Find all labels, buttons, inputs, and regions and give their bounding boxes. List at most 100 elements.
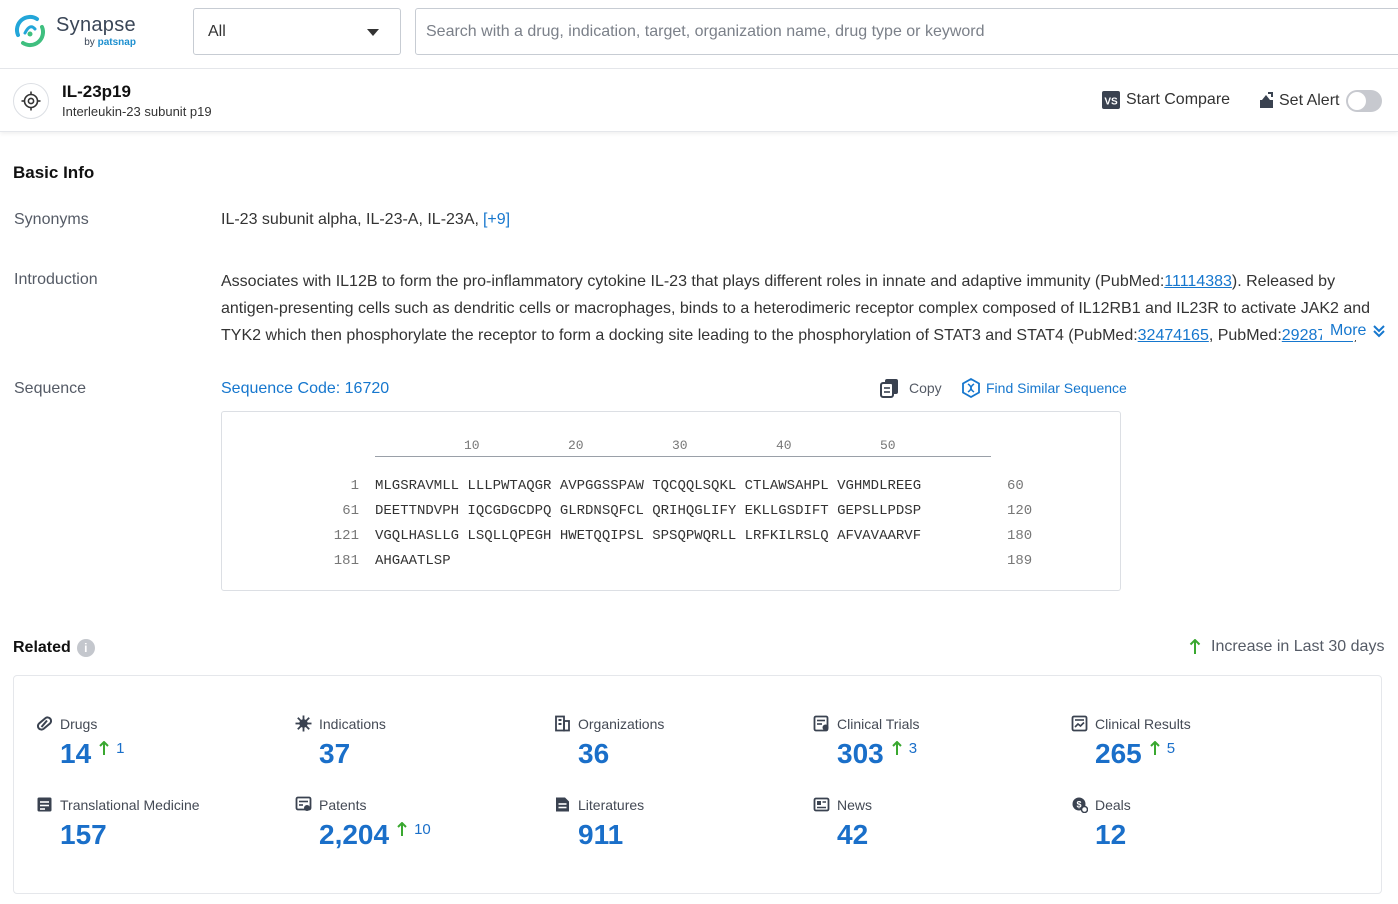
ruler-tick: 40 [776,438,792,453]
synapse-logo-icon [12,13,48,49]
info-icon[interactable]: i [77,639,95,657]
entity-subtitle: Interleukin-23 subunit p19 [62,104,212,119]
double-chevron-down-icon [1371,323,1387,339]
stat-value: 14 [60,738,91,770]
set-alert-control: Set Alert [1254,90,1382,112]
stat-increase-value: 1 [116,740,124,757]
arrow-up-icon [99,741,109,756]
set-alert-toggle[interactable] [1346,90,1382,112]
newspaper-icon [813,796,830,813]
virus-icon [295,715,312,732]
intro-text-3: , PubMed: [1209,327,1282,344]
sequence-row-start: 121 [334,528,359,544]
sequence-row-residues: AHGAATLSP [375,553,451,569]
introduction-label: Introduction [14,271,98,289]
stat-organizations[interactable]: Organizations 36 [554,715,664,770]
stat-label: Literatures [578,797,644,813]
report-icon [36,796,53,813]
sequence-row-residues: MLGSRAVMLL LLLPWTAQGR AVPGGSSPAW TQCQQLS… [375,478,921,494]
copy-icon [880,378,900,398]
synonyms-list: IL-23 subunit alpha, IL-23-A, IL-23A, [221,211,479,228]
stat-value: 911 [578,819,623,851]
brand-byline: by patsnap [56,37,136,48]
stat-value: 2,204 [319,819,389,851]
stat-label: Clinical Trials [837,716,919,732]
start-compare-button[interactable]: VS Start Compare [1101,90,1230,110]
related-stats-panel: Drugs 14 1 Indications 37 Organizations … [13,675,1382,894]
pubmed-link-11114383[interactable]: 11114383 [1164,273,1232,290]
arrow-up-icon [1150,741,1160,756]
synonyms-more-link[interactable]: [+9] [483,211,510,228]
stat-increase: 1 [99,740,124,757]
document-icon [554,796,571,813]
sequence-row: 61 DEETTNDVPH IQCGDGCDPQ GLRDNSQFCL QRIH… [222,503,1122,523]
stat-news[interactable]: News 42 [813,796,872,851]
sequence-row-start: 181 [334,553,359,569]
stat-patents[interactable]: Patents 2,204 10 [295,796,431,851]
arrow-up-icon [1189,639,1201,655]
stat-value: 12 [1095,819,1126,851]
arrow-up-icon [397,822,407,837]
compare-icon: VS [1101,90,1121,110]
sequence-row-residues: DEETTNDVPH IQCGDGCDPQ GLRDNSQFCL QRIHQGL… [375,503,921,519]
sequence-row-residues: VGQLHASLLG LSQLLQPEGH HWETQQIPSL SPSQPWQ… [375,528,921,544]
find-similar-sequence-button[interactable]: Find Similar Sequence [961,378,1127,398]
synapse-logo[interactable]: Synapse by patsnap [12,13,136,49]
top-bar: Synapse by patsnap All [0,0,1398,69]
brand-name: Synapse [56,14,136,36]
stat-indications[interactable]: Indications 37 [295,715,386,770]
chart-doc-icon [1071,715,1088,732]
stat-increase: 3 [892,740,917,757]
handshake-icon: $ [1071,796,1088,813]
stat-label: Translational Medicine [60,797,200,813]
basic-info-title: Basic Info [13,163,94,183]
sequence-row-end: 180 [1007,528,1032,544]
ruler-tick: 10 [464,438,480,453]
increase-legend-label: Increase in Last 30 days [1211,638,1384,656]
find-similar-label: Find Similar Sequence [986,380,1127,396]
copy-sequence-button[interactable]: Copy [880,378,942,398]
sequence-label: Sequence [14,380,86,398]
stat-literatures[interactable]: Literatures 911 [554,796,644,851]
stat-clinical-results[interactable]: Clinical Results 265 5 [1071,715,1191,770]
target-icon [13,83,49,119]
stat-value: 42 [837,819,868,851]
entity-header: IL-23p19 Interleukin-23 subunit p19 VS S… [0,69,1398,132]
stat-drugs[interactable]: Drugs 14 1 [36,715,125,770]
sequence-row-start: 1 [351,478,359,494]
clipboard-icon [813,715,830,732]
brand-patsnap-text: patsnap [98,37,136,48]
pubmed-link-32474165[interactable]: 32474165 [1138,327,1209,344]
intro-more-label: More [1330,322,1366,340]
stat-translational-medicine[interactable]: Translational Medicine 157 [36,796,200,851]
intro-more-button[interactable]: More [1322,322,1387,340]
increase-legend: Increase in Last 30 days [1189,638,1384,656]
search-scope-select[interactable]: All [193,8,401,55]
related-title-text: Related [13,639,71,657]
stat-label: Organizations [578,716,664,732]
stat-value: 36 [578,738,609,770]
patent-icon [295,796,312,813]
ruler-tick: 30 [672,438,688,453]
brand-by-text: by [84,37,95,48]
stat-label: Indications [319,716,386,732]
intro-text-1: Associates with IL12B to form the pro-in… [221,273,1164,290]
stat-deals[interactable]: $ Deals 12 [1071,796,1131,851]
related-title: Related i [13,639,95,657]
caret-down-icon [367,29,379,36]
compare-badge-text: VS [1104,97,1118,108]
pill-icon [36,715,53,732]
start-compare-label: Start Compare [1126,91,1230,109]
sequence-row: 181 AHGAATLSP 189 [222,553,1122,573]
stat-label: Drugs [60,716,97,732]
stat-value: 37 [319,738,350,770]
search-input[interactable] [415,8,1398,55]
stat-increase-value: 5 [1167,740,1175,757]
sequence-row-end: 189 [1007,553,1032,569]
sequence-code-link[interactable]: Sequence Code: 16720 [221,380,389,398]
stat-increase: 10 [397,821,431,838]
stat-clinical-trials[interactable]: Clinical Trials 303 3 [813,715,919,770]
introduction-text: Associates with IL12B to form the pro-in… [221,268,1386,349]
sequence-row-end: 60 [1007,478,1024,494]
sequence-ruler [375,456,991,457]
